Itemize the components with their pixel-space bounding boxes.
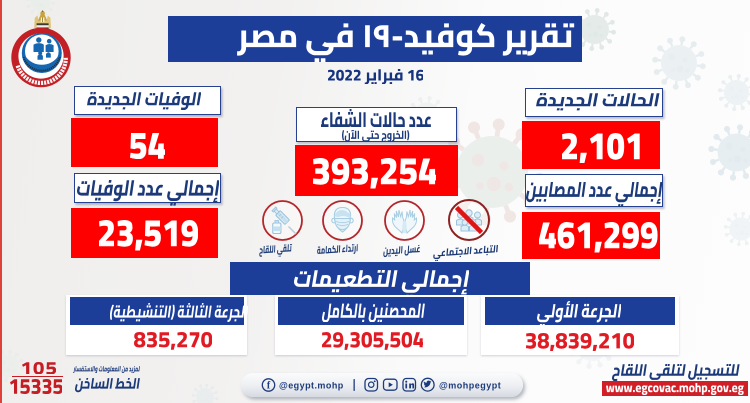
svg-text:f: f: [267, 380, 271, 391]
svg-text:@mohpegypt: @mohpegypt: [439, 380, 501, 390]
svg-text:@egypt.mohp: @egypt.mohp: [279, 380, 344, 390]
